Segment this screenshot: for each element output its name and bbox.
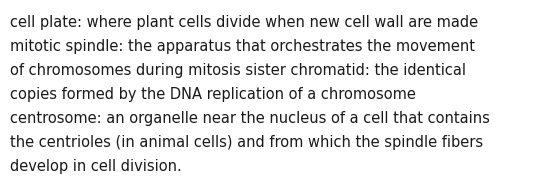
Text: the centrioles (in animal cells) and from which the spindle fibers: the centrioles (in animal cells) and fro… xyxy=(10,135,483,150)
Text: copies formed by the DNA replication of a chromosome: copies formed by the DNA replication of … xyxy=(10,87,416,102)
Text: develop in cell division.: develop in cell division. xyxy=(10,159,182,174)
Text: mitotic spindle: the apparatus that orchestrates the movement: mitotic spindle: the apparatus that orch… xyxy=(10,39,475,54)
Text: of chromosomes during mitosis sister chromatid: the identical: of chromosomes during mitosis sister chr… xyxy=(10,63,466,78)
Text: centrosome: an organelle near the nucleus of a cell that contains: centrosome: an organelle near the nucleu… xyxy=(10,111,490,126)
Text: cell plate: where plant cells divide when new cell wall are made: cell plate: where plant cells divide whe… xyxy=(10,15,478,30)
